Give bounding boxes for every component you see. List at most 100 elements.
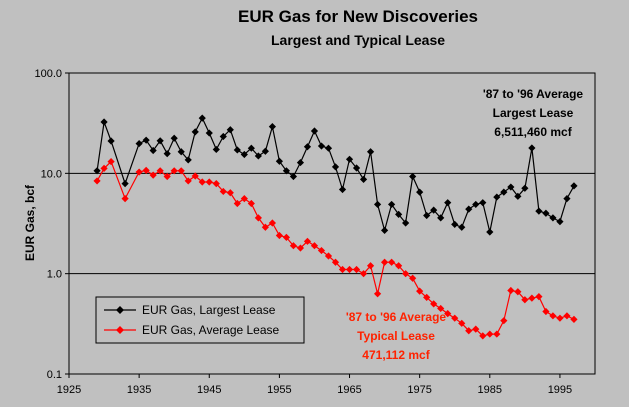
- data-point: [303, 143, 312, 151]
- x-tick-label: 1955: [267, 384, 291, 396]
- data-point: [212, 145, 220, 154]
- data-point: [282, 233, 291, 241]
- legend-box: [95, 296, 305, 344]
- data-point: [156, 167, 164, 175]
- data-point: [338, 185, 347, 194]
- data-point: [423, 293, 431, 302]
- annotation-typical-line-2: Typical Lease: [357, 329, 435, 343]
- x-tick-label: 1965: [337, 384, 361, 396]
- data-point: [381, 258, 389, 266]
- data-point: [331, 163, 340, 171]
- data-point: [142, 166, 150, 174]
- data-point: [289, 242, 298, 250]
- data-point: [500, 317, 508, 325]
- data-point: [177, 148, 185, 156]
- data-point: [107, 137, 115, 145]
- y-tick-label: 0.1: [47, 369, 62, 381]
- data-point: [156, 137, 164, 145]
- data-point: [268, 123, 276, 131]
- data-point: [535, 207, 543, 215]
- data-point: [507, 286, 515, 295]
- data-point: [359, 175, 368, 184]
- data-point: [233, 146, 241, 154]
- data-point: [317, 246, 326, 255]
- data-point: [275, 157, 283, 165]
- data-point: [402, 219, 410, 227]
- data-point: [324, 144, 333, 152]
- data-point: [205, 129, 213, 137]
- data-point: [402, 270, 410, 278]
- data-point: [121, 194, 129, 203]
- annotation-typical-line-3: 471,112 mcf: [362, 348, 430, 362]
- data-point: [135, 139, 143, 148]
- legend-marker-largest: [116, 306, 124, 314]
- data-point: [563, 194, 571, 203]
- data-point: [373, 290, 382, 298]
- legend-label-average: EUR Gas, Average Lease: [142, 323, 280, 337]
- data-point: [514, 192, 522, 200]
- data-point: [458, 223, 466, 231]
- data-point: [528, 144, 536, 152]
- x-tick-label: 1925: [57, 384, 81, 396]
- annotation-largest-line-3: 6,511,460 mcf: [494, 125, 572, 139]
- plot-frame: [68, 72, 596, 375]
- data-point: [542, 209, 550, 217]
- data-point: [563, 312, 571, 320]
- data-point: [170, 134, 178, 142]
- data-point: [388, 200, 396, 209]
- data-point: [261, 223, 269, 231]
- data-point: [521, 296, 529, 304]
- data-point: [430, 300, 438, 308]
- data-point: [472, 325, 480, 333]
- y-axis: 0.1 1.0 10.0 100.0: [34, 68, 69, 381]
- annotation-largest-line-2: Largest Lease: [493, 106, 574, 120]
- data-point: [479, 332, 487, 340]
- data-point: [486, 228, 494, 236]
- data-point: [535, 293, 543, 301]
- data-point: [493, 193, 501, 201]
- data-point: [345, 265, 354, 274]
- data-point: [184, 177, 192, 185]
- data-point: [240, 150, 248, 159]
- data-point: [500, 188, 508, 196]
- data-point: [437, 304, 445, 313]
- data-point: [352, 164, 361, 172]
- data-point: [570, 315, 578, 324]
- data-point: [100, 164, 108, 172]
- data-point: [444, 309, 452, 318]
- data-point: [381, 226, 389, 234]
- data-point: [338, 265, 347, 274]
- data-point: [303, 237, 312, 245]
- data-point: [556, 218, 564, 226]
- annotation-typical-line-1: '87 to '96 Average: [346, 310, 447, 324]
- y-tick-label: 1.0: [47, 269, 62, 281]
- data-point: [219, 132, 227, 141]
- data-point: [331, 258, 340, 266]
- data-point: [310, 127, 319, 135]
- data-point: [528, 294, 536, 302]
- data-point: [388, 258, 396, 266]
- annotation-typical: '87 to '96 Average Typical Lease 471,112…: [346, 310, 447, 362]
- data-point: [451, 220, 459, 228]
- series-average-lease: [93, 157, 578, 340]
- data-point: [184, 156, 192, 164]
- data-point: [458, 319, 466, 327]
- y-axis-label: EUR Gas, bcf: [23, 184, 37, 261]
- data-point: [93, 177, 101, 185]
- data-point: [226, 189, 234, 197]
- data-point: [177, 167, 185, 175]
- x-axis: 1925 1935 1945 1955 1965 1975 1985 1995: [57, 374, 572, 396]
- data-point: [219, 187, 227, 196]
- data-point: [275, 231, 283, 240]
- data-point: [163, 172, 171, 181]
- data-point: [198, 178, 206, 186]
- legend-label-largest: EUR Gas, Largest Lease: [142, 303, 276, 317]
- data-point: [142, 136, 150, 144]
- x-tick-label: 1985: [478, 384, 502, 396]
- x-tick-label: 1945: [197, 384, 221, 396]
- data-point: [366, 262, 375, 270]
- data-point: [395, 262, 403, 270]
- data-point: [373, 200, 382, 209]
- legend: EUR Gas, Largest Lease EUR Gas, Average …: [95, 296, 305, 344]
